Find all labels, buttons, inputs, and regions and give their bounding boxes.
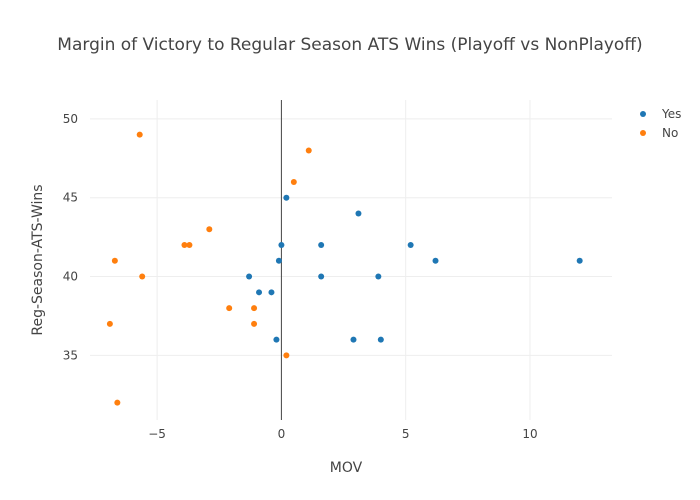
legend: Yes No [640, 107, 681, 140]
data-point-yes [350, 336, 357, 343]
y-tick-label: 45 [63, 191, 78, 205]
data-point-yes [256, 289, 263, 296]
y-tick-label: 35 [63, 348, 78, 362]
x-axis-title: MOV [330, 460, 363, 476]
data-point-yes [377, 336, 384, 343]
data-point-no [206, 226, 213, 233]
chart-title: Margin of Victory to Regular Season ATS … [57, 35, 642, 55]
x-tick-label: 10 [522, 427, 537, 441]
data-point-yes [246, 273, 253, 280]
data-points [106, 131, 583, 406]
data-point-no [186, 242, 193, 249]
legend-label-no: No [662, 126, 678, 140]
x-tick-labels: −5 0 5 10 [148, 427, 537, 441]
data-point-yes [432, 257, 439, 264]
y-tick-label: 50 [63, 112, 78, 126]
data-point-yes [278, 242, 285, 249]
data-point-no [106, 320, 113, 327]
grid-lines [90, 100, 612, 420]
data-point-yes [407, 242, 414, 249]
data-point-no [114, 399, 121, 406]
data-point-no [251, 320, 258, 327]
x-tick-label: −5 [148, 427, 166, 441]
data-point-no [251, 305, 258, 312]
legend-marker-no [640, 130, 646, 136]
data-point-yes [273, 336, 280, 343]
y-tick-labels: 35 40 45 50 [63, 112, 78, 362]
data-point-no [136, 131, 143, 138]
data-point-no [283, 352, 290, 359]
x-tick-label: 0 [278, 427, 286, 441]
data-point-no [290, 178, 297, 185]
data-point-no [139, 273, 146, 280]
data-point-no [226, 305, 233, 312]
legend-label-yes: Yes [661, 107, 681, 121]
y-tick-label: 40 [63, 270, 78, 284]
data-point-yes [283, 194, 290, 201]
data-point-yes [275, 257, 282, 264]
data-point-yes [375, 273, 382, 280]
data-point-no [305, 147, 312, 154]
y-axis-title: Reg-Season-ATS-Wins [30, 184, 46, 335]
data-point-yes [268, 289, 275, 296]
data-point-yes [318, 273, 325, 280]
data-point-yes [355, 210, 362, 217]
data-point-no [111, 257, 118, 264]
data-point-no [181, 242, 188, 249]
data-point-yes [318, 242, 325, 249]
data-point-yes [576, 257, 583, 264]
legend-marker-yes [640, 111, 646, 117]
x-tick-label: 5 [402, 427, 410, 441]
